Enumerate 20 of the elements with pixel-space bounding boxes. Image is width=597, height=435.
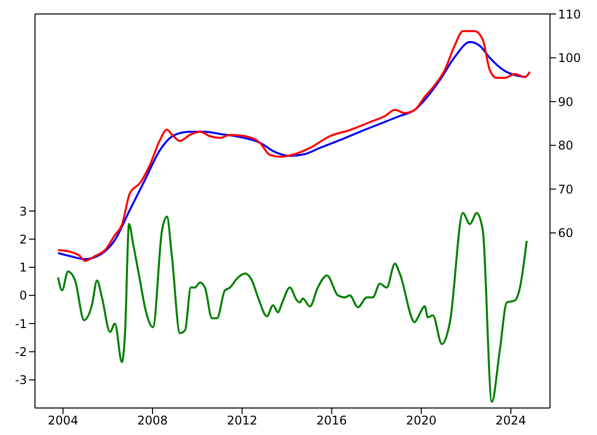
line-series — [57, 212, 528, 403]
y2-tick-label: 60 — [558, 226, 574, 240]
x-tick-label: 2020 — [406, 414, 437, 428]
x-tick-label: 2024 — [496, 414, 526, 428]
y-tick-label: 0 — [19, 288, 27, 303]
y2-tick-label: 80 — [558, 138, 574, 153]
y-tick-label: 1 — [19, 260, 27, 275]
y-tick-label: -2 — [15, 344, 27, 359]
y2-tick-label: 90 — [558, 94, 574, 109]
y2-tick-label: 110 — [558, 7, 581, 22]
y-tick-label: -1 — [15, 316, 27, 331]
y-tick-label: 2 — [19, 232, 27, 246]
x-tick-label: 2004 — [48, 414, 78, 428]
x-tick-label: 2012 — [226, 414, 258, 428]
y-tick-label: -3 — [15, 373, 27, 388]
x-tick-label: 2016 — [316, 414, 347, 428]
x-tick-label: 2008 — [137, 414, 168, 428]
y2-tick-label: 70 — [558, 182, 574, 196]
y-tick-label: 3 — [19, 204, 27, 218]
y2-tick-label: 100 — [558, 51, 581, 66]
